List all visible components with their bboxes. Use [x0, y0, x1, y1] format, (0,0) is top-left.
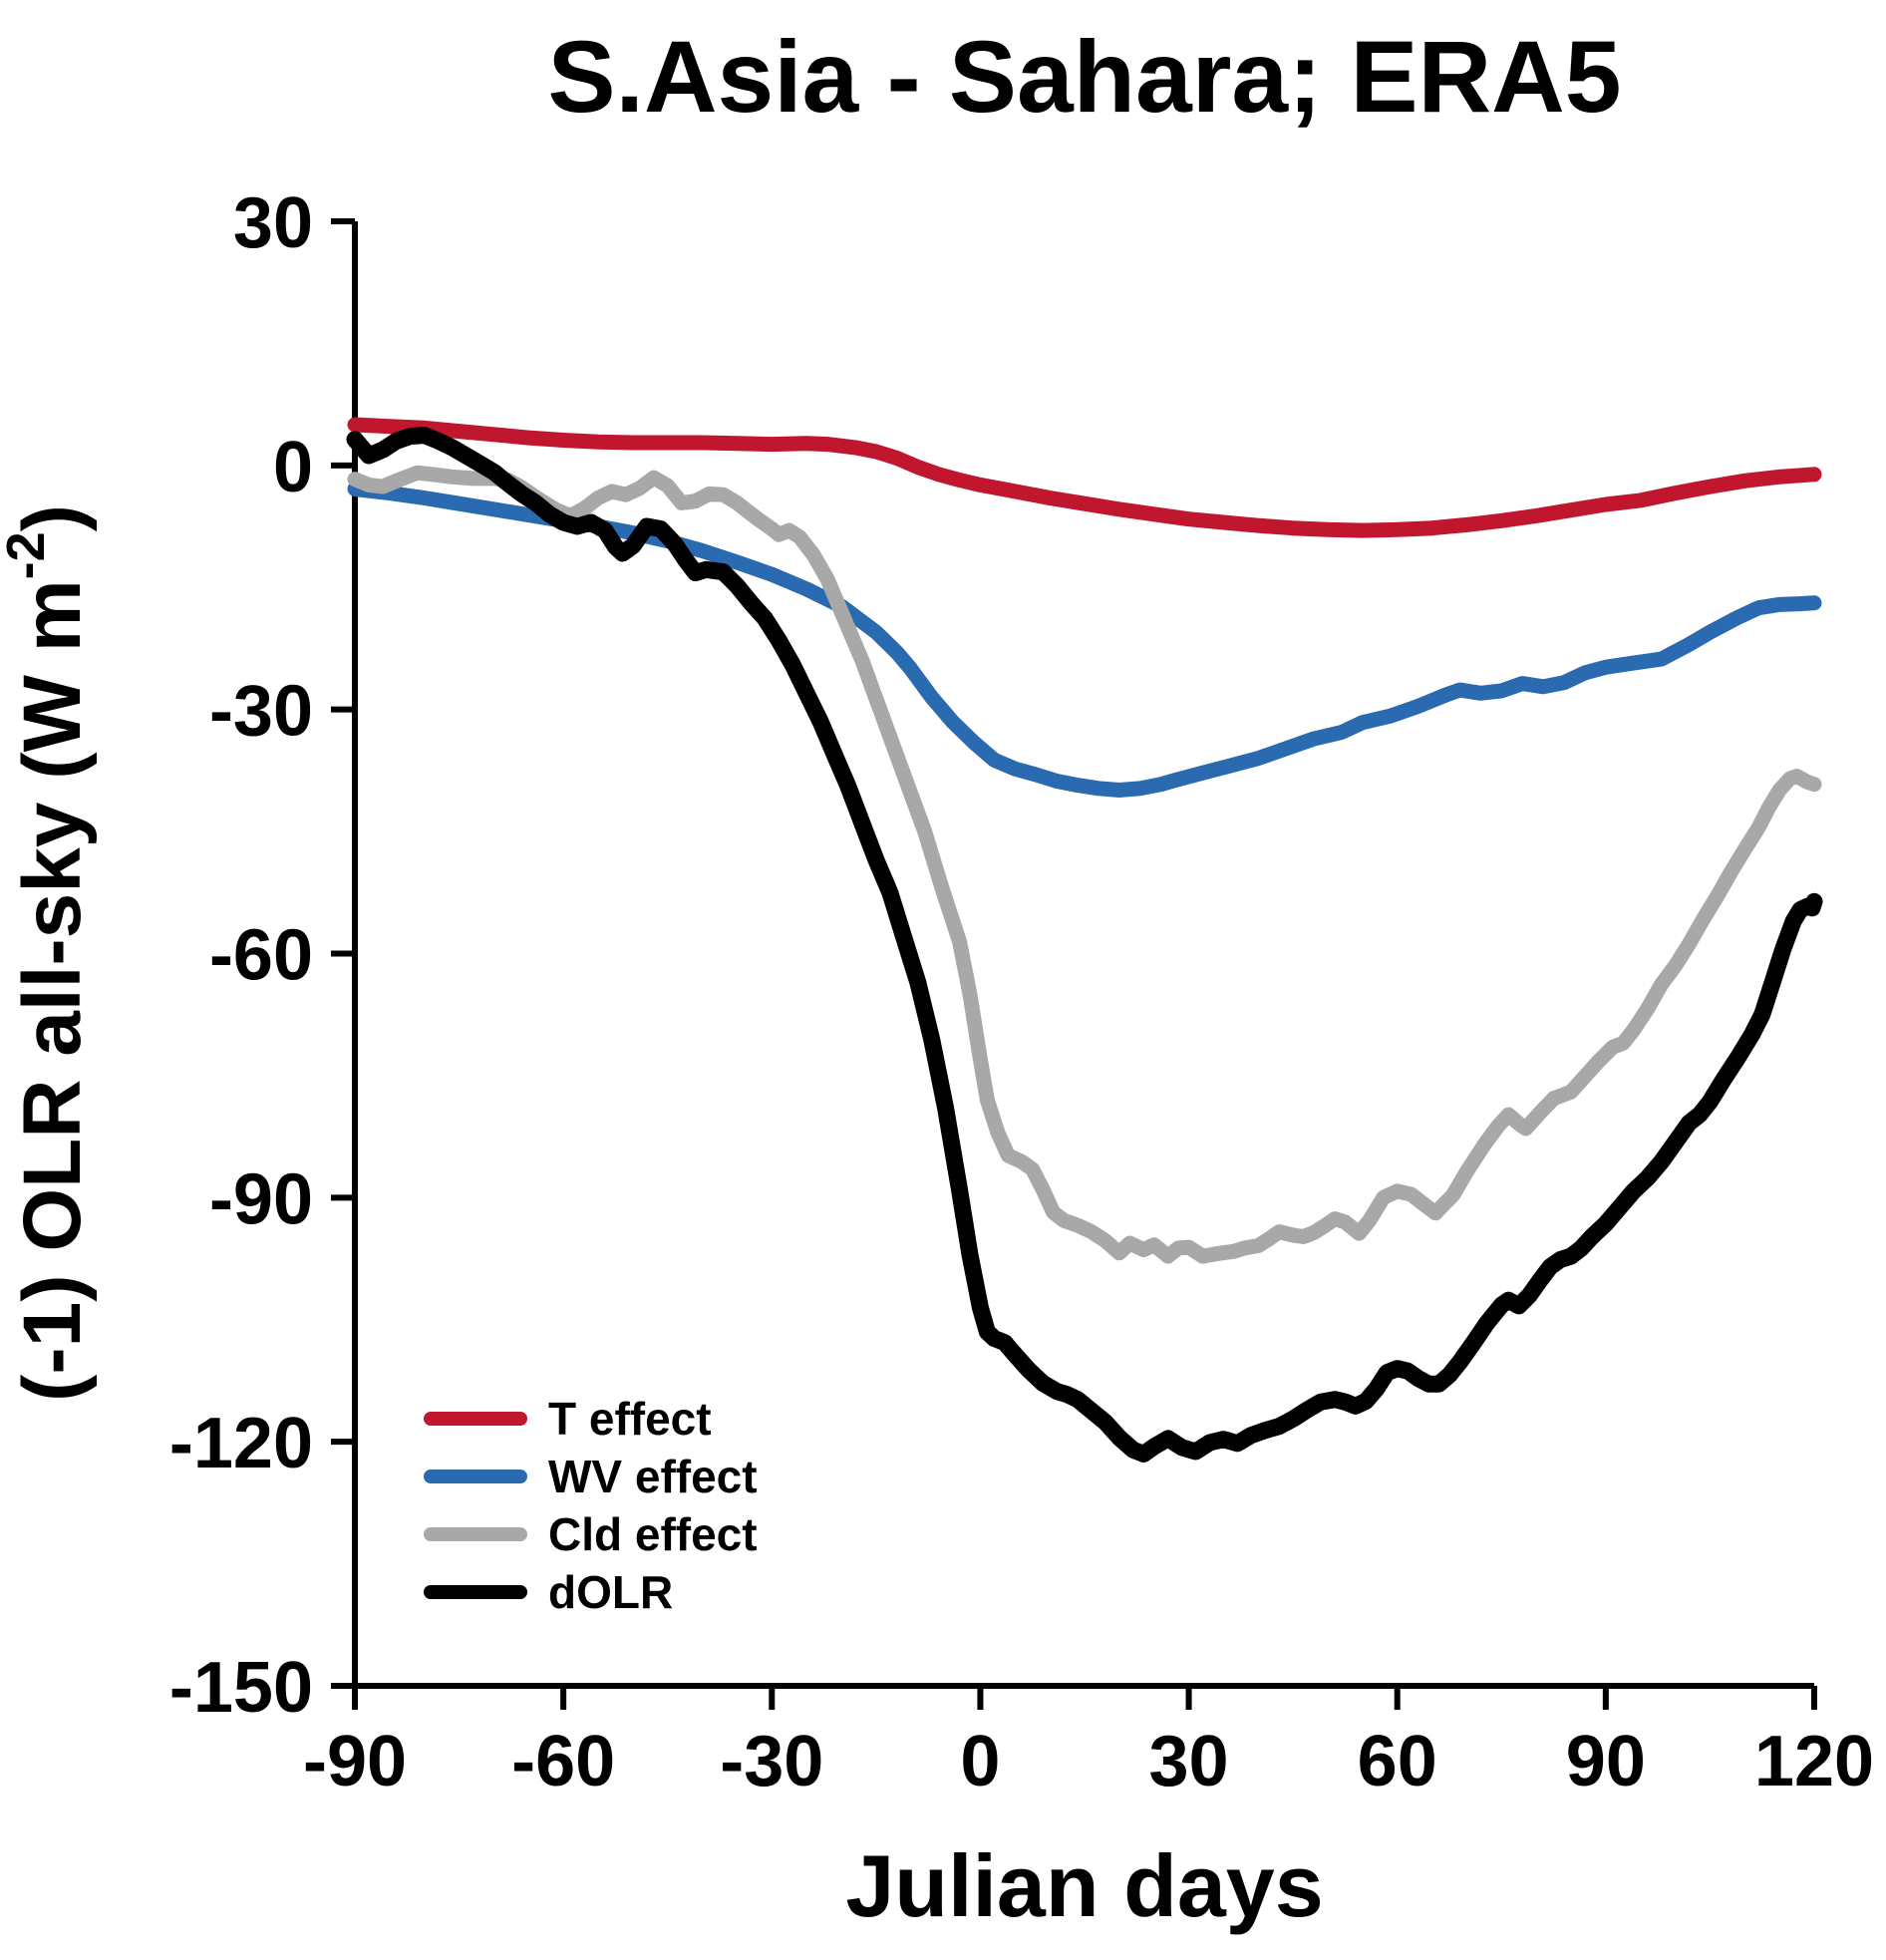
y-tick-label: -90 — [209, 1159, 313, 1239]
chart-title: S.Asia - Sahara; ERA5 — [547, 20, 1621, 134]
series-line-t-effect — [347, 417, 1822, 538]
y-tick-label: -150 — [169, 1648, 313, 1728]
x-tick-label: -60 — [511, 1722, 615, 1801]
x-axis-label: Julian days — [845, 1836, 1323, 1935]
x-tick-label: 30 — [1149, 1722, 1229, 1801]
series-line-wv-effect — [347, 482, 1822, 798]
x-tick-label: 60 — [1358, 1722, 1437, 1801]
legend: T effect WV effect Cld effect dOLR — [424, 1393, 758, 1618]
y-tick-label: -60 — [209, 916, 313, 996]
legend-label-cld-effect: Cld effect — [548, 1508, 758, 1560]
x-tick-label: 120 — [1754, 1722, 1874, 1801]
y-tick-label: -30 — [209, 672, 313, 752]
series-lines — [346, 417, 1823, 1463]
legend-label-t-effect: T effect — [548, 1393, 712, 1445]
legend-label-wv-effect: WV effect — [548, 1451, 758, 1502]
legend-label-dolr: dOLR — [548, 1566, 673, 1618]
x-tick-label: 90 — [1566, 1722, 1646, 1801]
x-tick-label: 0 — [960, 1722, 1000, 1801]
y-tick-label: 0 — [273, 428, 313, 507]
y-tick-label: 30 — [233, 183, 313, 263]
y-axis-label: (-1) OLR all-sky (W m-2) — [0, 504, 98, 1402]
series-line-cld-effect — [347, 465, 1822, 1264]
x-tick-label: -30 — [720, 1722, 823, 1801]
axes: 300-30-60-90-120-150-90 -60 -30 0 30 60 90 120 — [169, 183, 1874, 1801]
x-tick-label: -90 — [303, 1722, 407, 1801]
series-line-dolr — [346, 427, 1823, 1463]
y-tick-label: -120 — [169, 1404, 313, 1483]
